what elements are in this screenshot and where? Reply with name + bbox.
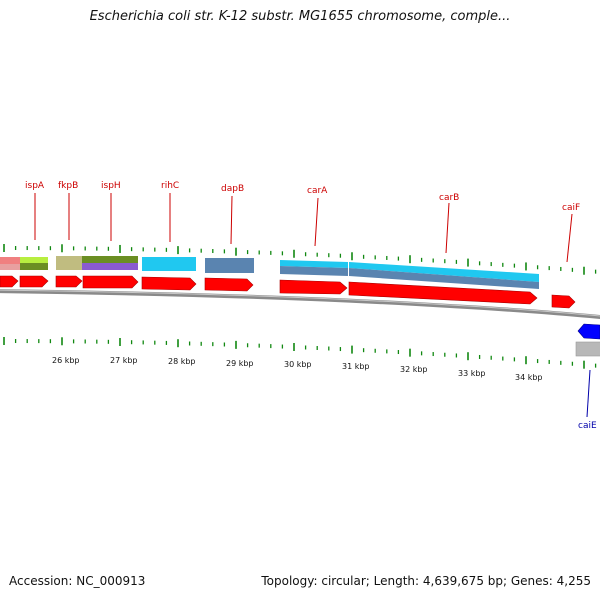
map-title: Escherichia coli str. K-12 substr. MG165… [89,9,511,24]
gene-arrow-ispA[interactable] [19,275,49,288]
outer-tick-track [3,244,597,275]
leader-line [566,213,573,263]
gene-arrow-caiF[interactable] [551,294,576,309]
kbp-label: 32 kbp [400,365,428,374]
kbp-label: 30 kbp [284,360,312,369]
kbp-label: 26 kbp [52,356,80,365]
forward-gene-track [0,275,576,309]
gene-arrow-ispH[interactable] [82,275,139,289]
feature-band [0,264,20,270]
gene-arrow-dapB[interactable] [204,277,254,292]
gene-label-dapB[interactable]: dapB [221,184,244,194]
feature-band [349,262,539,282]
reverse-gene-labels: caiE [578,369,597,431]
gene-label-caiF[interactable]: caiF [562,203,580,213]
leader-line [445,202,450,254]
kbp-label: 28 kbp [168,357,196,366]
kbp-label: 27 kbp [110,356,138,365]
kbp-label: 33 kbp [458,369,486,378]
leader-line [586,369,591,418]
feature-band-track [0,256,539,289]
gene-label-carA[interactable]: carA [307,186,328,196]
gene-label-caiE[interactable]: caiE [578,421,597,431]
feature-band [82,256,138,263]
feature-band [205,258,254,273]
kbp-label: 34 kbp [515,373,543,382]
genome-summary-text: Topology: circular; Length: 4,639,675 bp… [261,574,591,588]
leader-line [230,195,233,245]
gene-arrow-carB[interactable] [348,281,538,305]
feature-band [56,256,82,270]
leader-line [314,197,319,247]
gene-arrow-carA[interactable] [279,279,348,295]
feature-band [280,266,348,276]
gene-arrow-reverse[interactable] [577,323,600,340]
kbp-label: 29 kbp [226,359,254,368]
gene-arrow-rihC[interactable] [141,276,197,291]
accession-text: Accession: NC_000913 [9,574,146,588]
forward-gene-labels: ispA fkpB ispH rihC dapB carA carB caiF [25,181,580,263]
feature-band-grey [575,341,600,357]
gene-label-carB[interactable]: carB [439,193,459,203]
feature-band [20,257,48,263]
gene-arrow-fkpB[interactable] [55,275,83,288]
gene-label-ispH[interactable]: ispH [101,181,121,191]
feature-band [142,257,196,271]
reverse-gene-track [575,323,600,357]
feature-band [20,263,48,270]
feature-band [0,257,20,264]
feature-band [82,263,138,270]
feature-band [280,260,348,268]
feature-band [349,268,539,289]
kbp-label: 31 kbp [342,362,370,371]
gene-label-fkpB[interactable]: fkpB [58,181,78,191]
gene-label-rihC[interactable]: rihC [161,181,179,191]
chromosome-backbone-highlight [0,289,600,317]
chromosome-backbone [0,289,600,320]
gene-label-ispA[interactable]: ispA [25,181,45,191]
inner-tick-track [3,337,597,369]
kbp-label-track: 26 kbp 27 kbp 28 kbp 29 kbp 30 kbp 31 kb… [52,356,543,382]
gene-arrow-partial[interactable] [0,275,19,288]
